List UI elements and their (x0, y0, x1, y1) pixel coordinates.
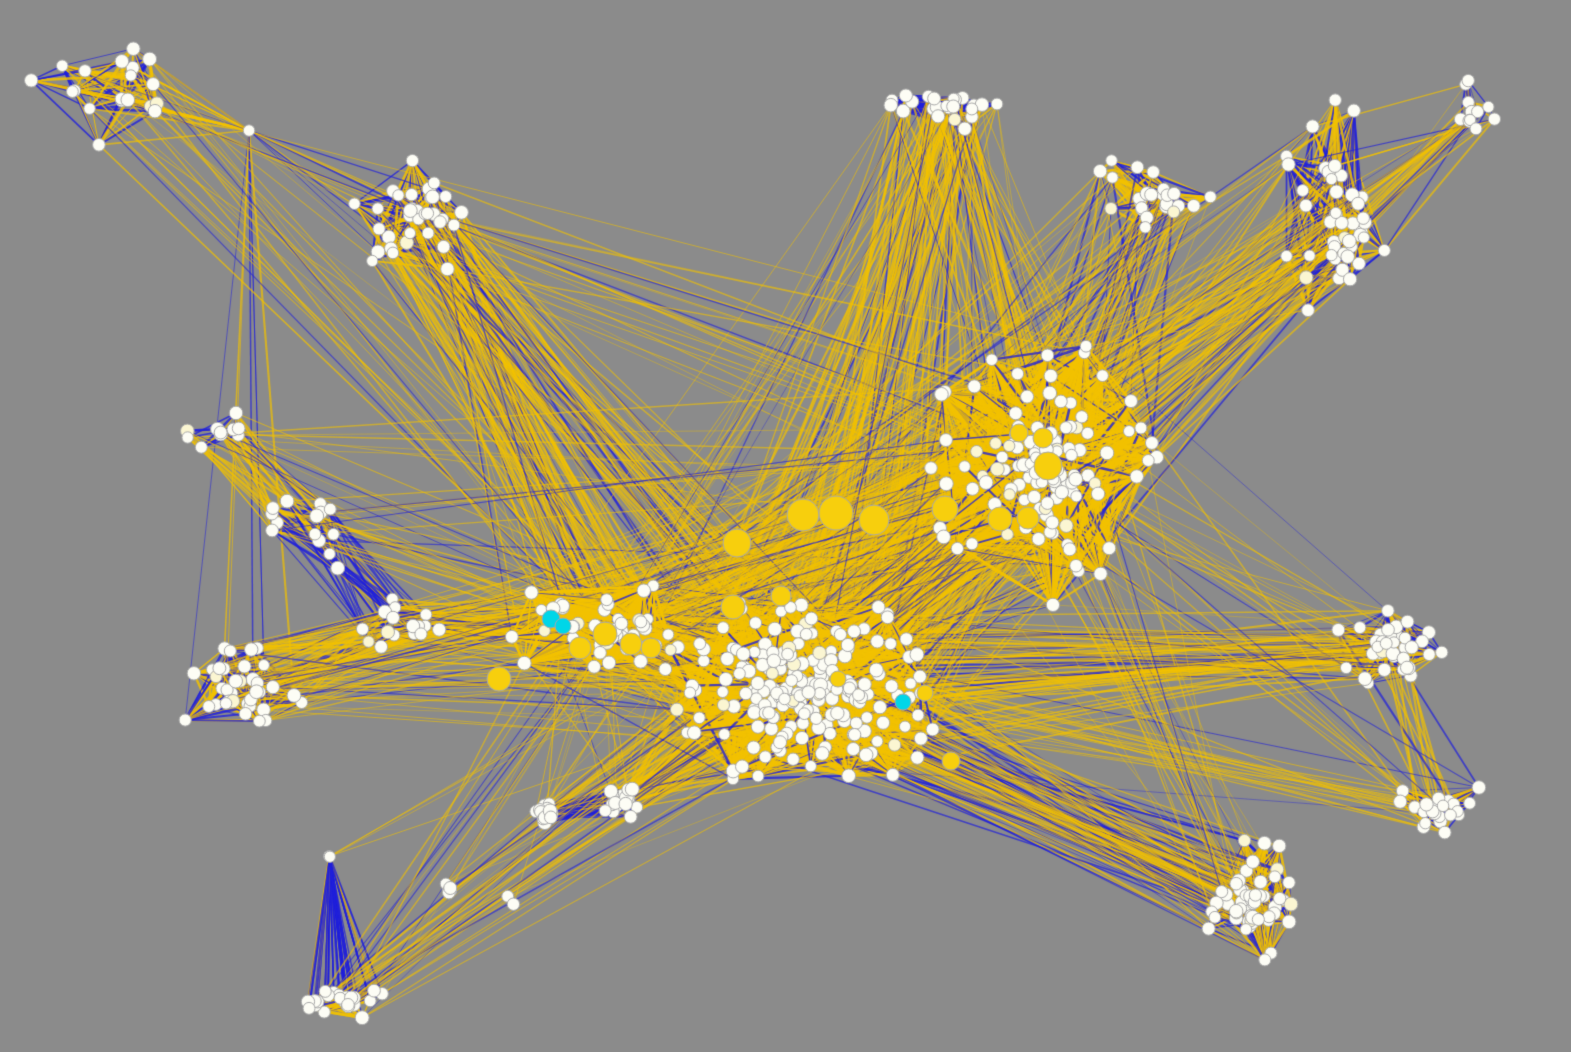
network-graph-visualization[interactable]: Force-directed network graph (0, 0, 1571, 1052)
graph-canvas[interactable] (0, 0, 1571, 1052)
